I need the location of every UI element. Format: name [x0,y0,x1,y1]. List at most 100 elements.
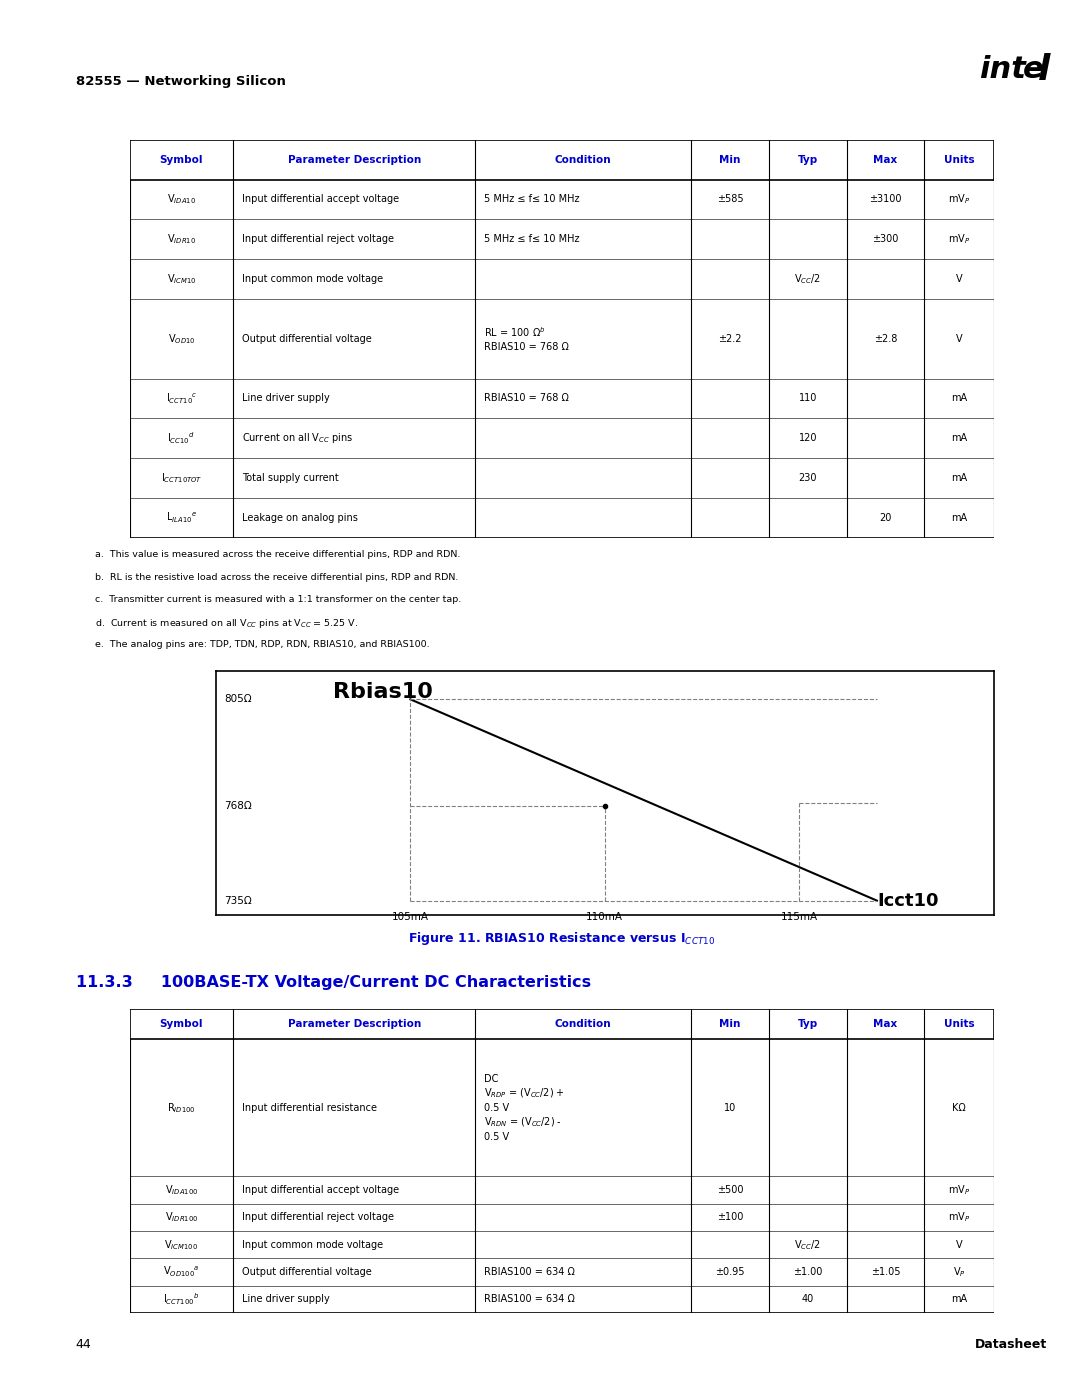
FancyBboxPatch shape [233,140,475,180]
Text: Max: Max [874,155,897,165]
Text: 44: 44 [76,1338,92,1351]
Text: ±2.2: ±2.2 [718,334,742,344]
Text: ±1.00: ±1.00 [793,1267,823,1277]
Text: 20: 20 [879,513,892,522]
FancyBboxPatch shape [130,1176,994,1204]
Text: V$_{IDR10}$: V$_{IDR10}$ [167,232,195,246]
Text: V: V [956,274,962,284]
Text: V$_{OD100}$$^a$: V$_{OD100}$$^a$ [163,1264,200,1280]
FancyBboxPatch shape [130,1231,994,1259]
Text: a.  This value is measured across the receive differential pins, RDP and RDN.: a. This value is measured across the rec… [95,550,460,559]
Text: L$_{ILA10}$$^e$: L$_{ILA10}$$^e$ [166,511,197,525]
Text: Line driver supply: Line driver supply [242,1295,329,1305]
Text: Line driver supply: Line driver supply [242,394,329,404]
FancyBboxPatch shape [130,499,994,538]
Text: Leakage on analog pins: Leakage on analog pins [242,513,357,522]
Text: e.  The analog pins are: TDP, TDN, RDP, RDN, RBIAS10, and RBIAS100.: e. The analog pins are: TDP, TDN, RDP, R… [95,640,430,648]
Text: 5 MHz ≤ f≤ 10 MHz: 5 MHz ≤ f≤ 10 MHz [484,235,579,244]
Text: Units: Units [944,155,974,165]
Text: RBIAS100 = 634 Ω: RBIAS100 = 634 Ω [484,1295,575,1305]
Text: Figure 11. RBIAS10 Resistance versus I$_{CCT10}$: Figure 11. RBIAS10 Resistance versus I$_… [408,930,715,947]
Text: Parameter Description: Parameter Description [287,1018,421,1028]
Text: 768Ω: 768Ω [224,800,252,810]
Text: ±500: ±500 [717,1185,743,1194]
FancyBboxPatch shape [769,1009,847,1039]
Text: RBIAS100 = 634 Ω: RBIAS100 = 634 Ω [484,1267,575,1277]
Text: Typ: Typ [798,155,818,165]
Text: 120: 120 [798,433,818,443]
FancyBboxPatch shape [475,140,691,180]
Text: I$_{CC10}$$^d$: I$_{CC10}$$^d$ [167,430,195,446]
FancyBboxPatch shape [847,140,924,180]
Text: Input differential accept voltage: Input differential accept voltage [242,194,399,204]
Text: RBIAS10 = 768 Ω: RBIAS10 = 768 Ω [484,394,569,404]
Text: ±100: ±100 [717,1213,743,1222]
Text: d.  Current is measured on all V$_{CC}$ pins at V$_{CC}$ = 5.25 V.: d. Current is measured on all V$_{CC}$ p… [95,617,359,630]
Text: Condition: Condition [555,1018,611,1028]
Text: mA: mA [951,394,967,404]
FancyBboxPatch shape [130,260,994,299]
FancyBboxPatch shape [130,1039,994,1176]
FancyBboxPatch shape [130,1204,994,1231]
Text: Input differential resistance: Input differential resistance [242,1102,377,1112]
FancyBboxPatch shape [130,180,994,219]
Text: V: V [956,334,962,344]
FancyBboxPatch shape [130,299,994,379]
FancyBboxPatch shape [130,458,994,499]
Text: mA: mA [951,474,967,483]
Text: KΩ: KΩ [953,1102,966,1112]
FancyBboxPatch shape [691,1009,769,1039]
Text: Input differential accept voltage: Input differential accept voltage [242,1185,399,1194]
Text: ±1.05: ±1.05 [870,1267,901,1277]
Text: Typ: Typ [798,1018,818,1028]
FancyBboxPatch shape [130,379,994,419]
Text: V$_P$: V$_P$ [953,1266,966,1280]
Text: V$_{ICM100}$: V$_{ICM100}$ [164,1238,199,1252]
FancyBboxPatch shape [130,1009,233,1039]
FancyBboxPatch shape [924,140,994,180]
Text: RL = 100 Ω$^b$
RBIAS10 = 768 Ω: RL = 100 Ω$^b$ RBIAS10 = 768 Ω [484,326,569,352]
Text: I$_{CCT10TOT}$: I$_{CCT10TOT}$ [161,471,202,485]
FancyBboxPatch shape [691,140,769,180]
Text: V$_{IDR100}$: V$_{IDR100}$ [165,1210,198,1224]
FancyBboxPatch shape [130,140,233,180]
Text: Symbol: Symbol [160,155,203,165]
Text: mV$_P$: mV$_P$ [948,232,970,246]
Text: mV$_P$: mV$_P$ [948,1210,970,1224]
Text: Min: Min [719,155,741,165]
Text: 10: 10 [724,1102,737,1112]
Text: Symbol: Symbol [160,1018,203,1028]
Text: 805Ω: 805Ω [224,694,252,704]
Text: Datasheet: Datasheet [975,1338,1048,1351]
FancyBboxPatch shape [924,1009,994,1039]
Text: R$_{ID100}$: R$_{ID100}$ [167,1101,195,1115]
Text: Output differential voltage: Output differential voltage [242,1267,372,1277]
FancyBboxPatch shape [130,1259,994,1285]
Text: Icct10: Icct10 [877,891,939,909]
FancyBboxPatch shape [769,140,847,180]
Text: V$_{CC}$/2: V$_{CC}$/2 [795,272,821,286]
Text: Condition: Condition [555,155,611,165]
Text: 115mA: 115mA [781,912,818,922]
Text: ±0.95: ±0.95 [715,1267,745,1277]
Text: V: V [956,1239,962,1250]
Text: 40: 40 [801,1295,814,1305]
Text: Max: Max [874,1018,897,1028]
Text: 11.3.3     100BASE-TX Voltage/Current DC Characteristics: 11.3.3 100BASE-TX Voltage/Current DC Cha… [76,975,591,990]
Text: 105mA: 105mA [392,912,429,922]
Text: l: l [1038,53,1050,87]
Text: Input common mode voltage: Input common mode voltage [242,274,383,284]
Text: b.  RL is the resistive load across the receive differential pins, RDP and RDN.: b. RL is the resistive load across the r… [95,573,458,581]
Text: V$_{ICM10}$: V$_{ICM10}$ [166,272,197,286]
Text: ±585: ±585 [717,194,743,204]
Text: Output differential voltage: Output differential voltage [242,334,372,344]
Text: c.  Transmitter current is measured with a 1:1 transformer on the center tap.: c. Transmitter current is measured with … [95,595,461,604]
Text: ±3100: ±3100 [869,194,902,204]
Text: Input differential reject voltage: Input differential reject voltage [242,1213,394,1222]
Text: DC
V$_{RDP}$ = (V$_{CC}$/2) +
0.5 V
V$_{RDN}$ = (V$_{CC}$/2) -
0.5 V: DC V$_{RDP}$ = (V$_{CC}$/2) + 0.5 V V$_{… [484,1074,565,1141]
Text: e: e [1023,56,1044,84]
FancyBboxPatch shape [475,1009,691,1039]
Text: 110mA: 110mA [586,912,623,922]
Text: 5 MHz ≤ f≤ 10 MHz: 5 MHz ≤ f≤ 10 MHz [484,194,579,204]
Text: 110: 110 [798,394,818,404]
